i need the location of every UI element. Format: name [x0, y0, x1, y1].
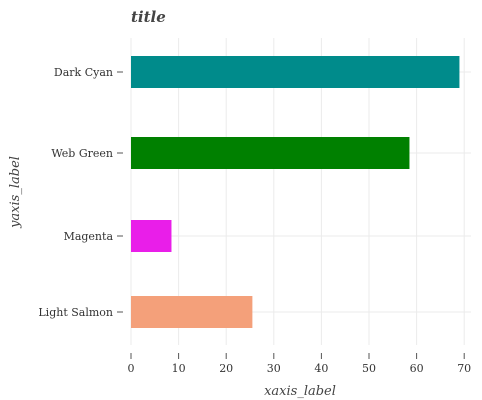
chart-title: title — [131, 8, 166, 26]
x-tick-label: 60 — [410, 362, 424, 375]
x-axis-label: xaxis_label — [264, 384, 336, 399]
x-tick-label: 40 — [314, 362, 328, 375]
x-tick-label: 50 — [362, 362, 376, 375]
y-tick-label: Web Green — [51, 147, 113, 160]
bar-web-green — [131, 137, 410, 169]
axes-layer: 0 10 20 30 40 50 60 70 Light Salmon Magenta Web Gr… — [38, 66, 471, 375]
y-tick-label: Magenta — [64, 230, 114, 243]
x-tick-label: 70 — [457, 362, 471, 375]
bars-layer — [131, 56, 460, 328]
y-axis-label: yaxis_label — [8, 156, 23, 229]
y-tick-label: Dark Cyan — [54, 66, 113, 79]
x-tick-label: 0 — [128, 362, 135, 375]
bar-light-salmon — [131, 296, 253, 328]
bar-magenta — [131, 220, 172, 252]
x-tick-label: 10 — [172, 362, 186, 375]
x-tick-label: 20 — [219, 362, 233, 375]
bar-dark-cyan — [131, 56, 460, 88]
x-tick-label: 30 — [267, 362, 281, 375]
y-tick-label: Light Salmon — [38, 306, 113, 319]
